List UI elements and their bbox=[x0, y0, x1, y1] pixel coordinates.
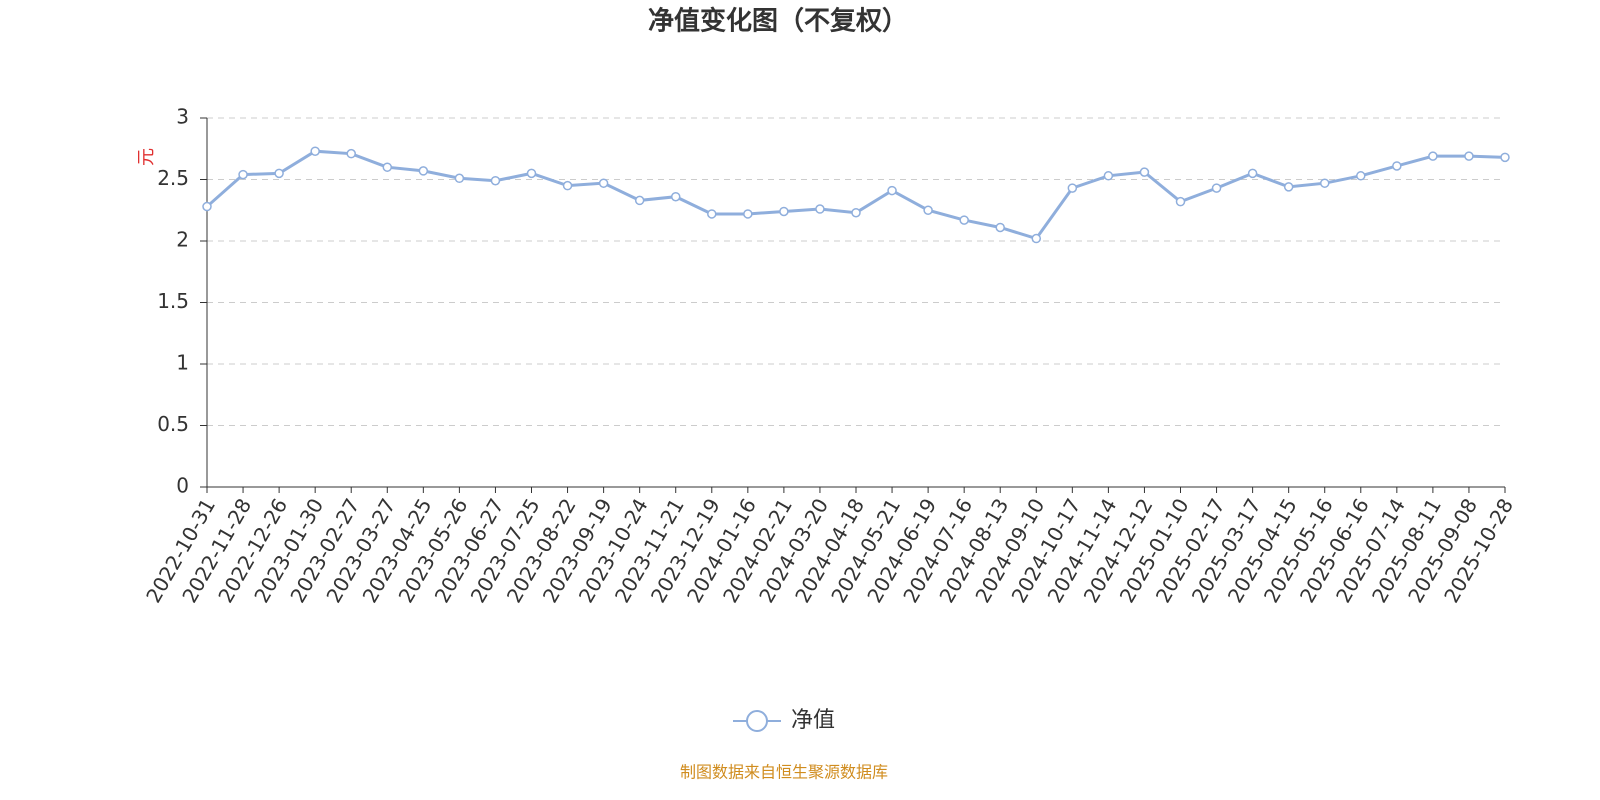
point bbox=[238, 169, 248, 180]
point bbox=[670, 191, 681, 202]
point bbox=[634, 195, 645, 206]
point bbox=[1464, 151, 1474, 161]
point bbox=[274, 168, 284, 179]
y-tick-label: 3 bbox=[176, 105, 189, 129]
point bbox=[1356, 171, 1366, 181]
point bbox=[779, 206, 789, 217]
legend-label: 净值 bbox=[791, 708, 835, 733]
point bbox=[310, 146, 320, 156]
point bbox=[1500, 152, 1510, 163]
point bbox=[1392, 161, 1402, 171]
y-tick-label: 2.5 bbox=[157, 166, 189, 190]
point bbox=[1031, 233, 1042, 244]
point bbox=[382, 162, 393, 172]
point bbox=[1319, 178, 1330, 188]
y-tick-label: 0.5 bbox=[157, 412, 189, 436]
point bbox=[887, 185, 897, 196]
point bbox=[1428, 151, 1438, 161]
point bbox=[1247, 168, 1258, 179]
source-note: 制图数据来自恒生聚源数据库 bbox=[680, 763, 888, 782]
point bbox=[598, 178, 609, 188]
point bbox=[1067, 183, 1078, 193]
y-axis-label: 元 bbox=[136, 148, 157, 166]
point bbox=[1283, 182, 1294, 192]
line bbox=[206, 149, 1506, 241]
point bbox=[851, 207, 861, 218]
point bbox=[1175, 196, 1186, 207]
point bbox=[707, 209, 717, 219]
point bbox=[526, 168, 537, 179]
point bbox=[562, 180, 573, 191]
y-tick-label: 1 bbox=[176, 351, 189, 375]
point bbox=[815, 204, 825, 214]
chart-title: 净值变化图（不复权） bbox=[648, 6, 908, 37]
point bbox=[346, 148, 356, 159]
point bbox=[1103, 171, 1114, 181]
point bbox=[490, 175, 501, 186]
point bbox=[959, 215, 969, 225]
point bbox=[995, 222, 1005, 233]
y-tick-label: 0 bbox=[176, 474, 189, 498]
point bbox=[743, 209, 753, 219]
y-tick-label: 1.5 bbox=[157, 289, 189, 313]
y-tick-label: 2 bbox=[176, 228, 189, 252]
point bbox=[418, 166, 429, 176]
point bbox=[1211, 183, 1222, 193]
point bbox=[454, 173, 465, 184]
point bbox=[202, 201, 212, 212]
point bbox=[1139, 167, 1150, 177]
point bbox=[923, 205, 933, 215]
legend-marker bbox=[746, 710, 768, 732]
